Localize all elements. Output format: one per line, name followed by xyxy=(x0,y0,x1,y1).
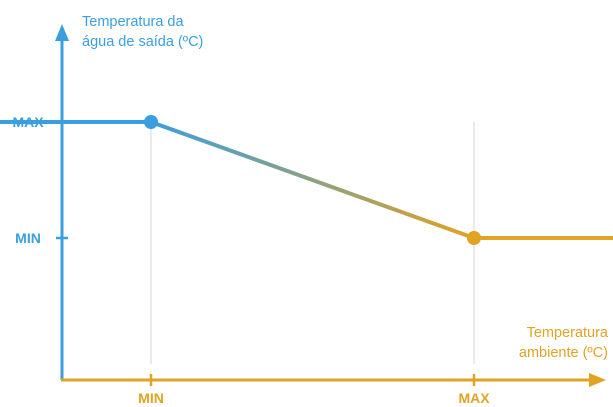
data-point-1 xyxy=(144,115,158,129)
x-axis-title-line-1: Temperatura xyxy=(527,325,609,341)
y-axis-arrow-icon xyxy=(55,24,69,41)
y-tick-label-min: MIN xyxy=(15,230,41,246)
y-axis-title-line-1: Temperatura da xyxy=(82,14,184,30)
x-tick-label-min: MIN xyxy=(138,390,164,406)
series-segment-2 xyxy=(149,120,476,240)
x-tick-label-max: MAX xyxy=(458,390,490,406)
data-point-2 xyxy=(467,231,481,245)
y-axis-title-line-2: água de saída (ºC) xyxy=(82,34,203,50)
vertical-grid-lines xyxy=(150,122,475,364)
x-axis-arrow-icon xyxy=(589,373,606,387)
x-axis-title-line-2: ambiente (ºC) xyxy=(519,345,608,361)
y-tick-label-max: MAX xyxy=(12,114,44,130)
